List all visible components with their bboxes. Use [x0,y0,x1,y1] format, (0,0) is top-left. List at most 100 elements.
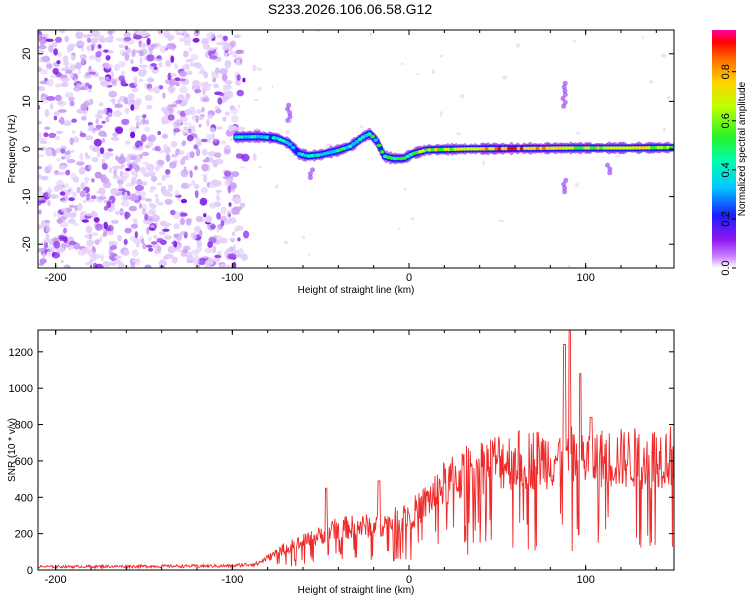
noise-speckle [256,87,262,91]
noise-speckle [180,231,186,236]
noise-speckle [502,75,508,80]
noise-speckle [199,68,206,73]
noise-speckle [79,132,87,138]
noise-speckle [207,181,210,188]
noise-speckle [183,30,187,39]
noise-speckle [51,149,57,157]
noise-speckle [138,145,144,151]
noise-speckle [45,38,54,42]
noise-speckle [131,177,137,185]
colorbar-label: Normalized spectral amplitude [737,81,748,216]
noise-speckle [200,187,208,194]
noise-speckle [60,148,66,154]
noise-speckle [75,31,84,40]
noise-speckle [271,85,274,89]
noise-speckle [88,55,98,60]
noise-speckle [73,222,80,227]
noise-speckle [178,150,185,155]
signal-smear [562,185,568,191]
noise-speckle [156,182,163,186]
noise-speckle [103,181,112,189]
noise-speckle [51,251,61,259]
noise-speckle [572,40,576,43]
y-tick-label: 200 [15,529,33,541]
noise-speckle [398,227,401,230]
noise-speckle [76,202,83,212]
noise-speckle [130,58,134,65]
noise-speckle [86,195,90,199]
noise-speckle [233,228,238,233]
noise-speckle [150,224,155,228]
noise-speckle [165,60,172,67]
noise-speckle [53,48,58,56]
noise-speckle [134,184,144,192]
signal-smear [560,96,566,101]
signal-smear [285,117,291,123]
noise-speckle [101,163,108,170]
noise-speckle [81,219,89,223]
noise-speckle [317,30,320,33]
noise-speckle [149,202,153,207]
noise-speckle [227,253,237,260]
noise-speckle [212,77,217,83]
colorbar-tick-label: 0.0 [720,260,732,275]
noise-speckle [129,155,137,161]
noise-speckle [148,236,152,242]
noise-speckle [138,191,147,197]
noise-speckle [109,261,117,267]
noise-speckle [145,43,152,48]
noise-speckle [150,63,157,67]
noise-speckle [38,224,42,230]
noise-speckle [122,249,130,257]
noise-speckle [38,248,46,253]
noise-speckle [108,240,113,247]
noise-speckle [220,206,227,215]
noise-speckle [83,101,90,108]
noise-speckle [183,126,188,130]
noise-speckle [129,193,138,202]
noise-speckle [100,76,106,81]
noise-speckle [62,120,72,126]
noise-speckle [431,69,436,74]
noise-speckle [131,87,139,93]
noise-speckle [69,100,75,107]
noise-speckle [183,98,189,103]
noise-speckle [41,55,51,63]
noise-speckle [107,30,113,35]
colorbar-tick-label: 0.2 [720,211,732,226]
noise-speckle [169,79,174,87]
noise-speckle [139,119,144,126]
noise-speckle [161,116,169,125]
noise-speckle [224,179,231,187]
noise-speckle [229,137,233,142]
noise-speckle [170,140,178,148]
noise-speckle [215,189,223,193]
noise-speckle [56,60,61,65]
noise-speckle [62,55,69,63]
noise-speckle [167,184,174,192]
noise-speckle [59,221,69,228]
noise-speckle [233,34,241,39]
noise-speckle [194,165,198,171]
noise-speckle [59,191,66,196]
noise-speckle [114,63,120,72]
noise-speckle [214,152,222,159]
noise-speckle [439,111,444,115]
noise-speckle [252,153,257,162]
noise-speckle [85,72,90,77]
noise-speckle [98,102,104,107]
noise-speckle [131,66,139,72]
noise-speckle [59,30,66,34]
noise-speckle [212,245,217,254]
signal-smear [561,84,567,90]
noise-speckle [133,102,140,110]
noise-speckle [139,57,143,65]
noise-speckle [231,206,240,215]
noise-speckle [253,98,259,102]
noise-speckle [189,129,197,133]
noise-speckle [51,41,58,48]
noise-speckle [229,238,236,242]
noise-speckle [302,235,306,239]
